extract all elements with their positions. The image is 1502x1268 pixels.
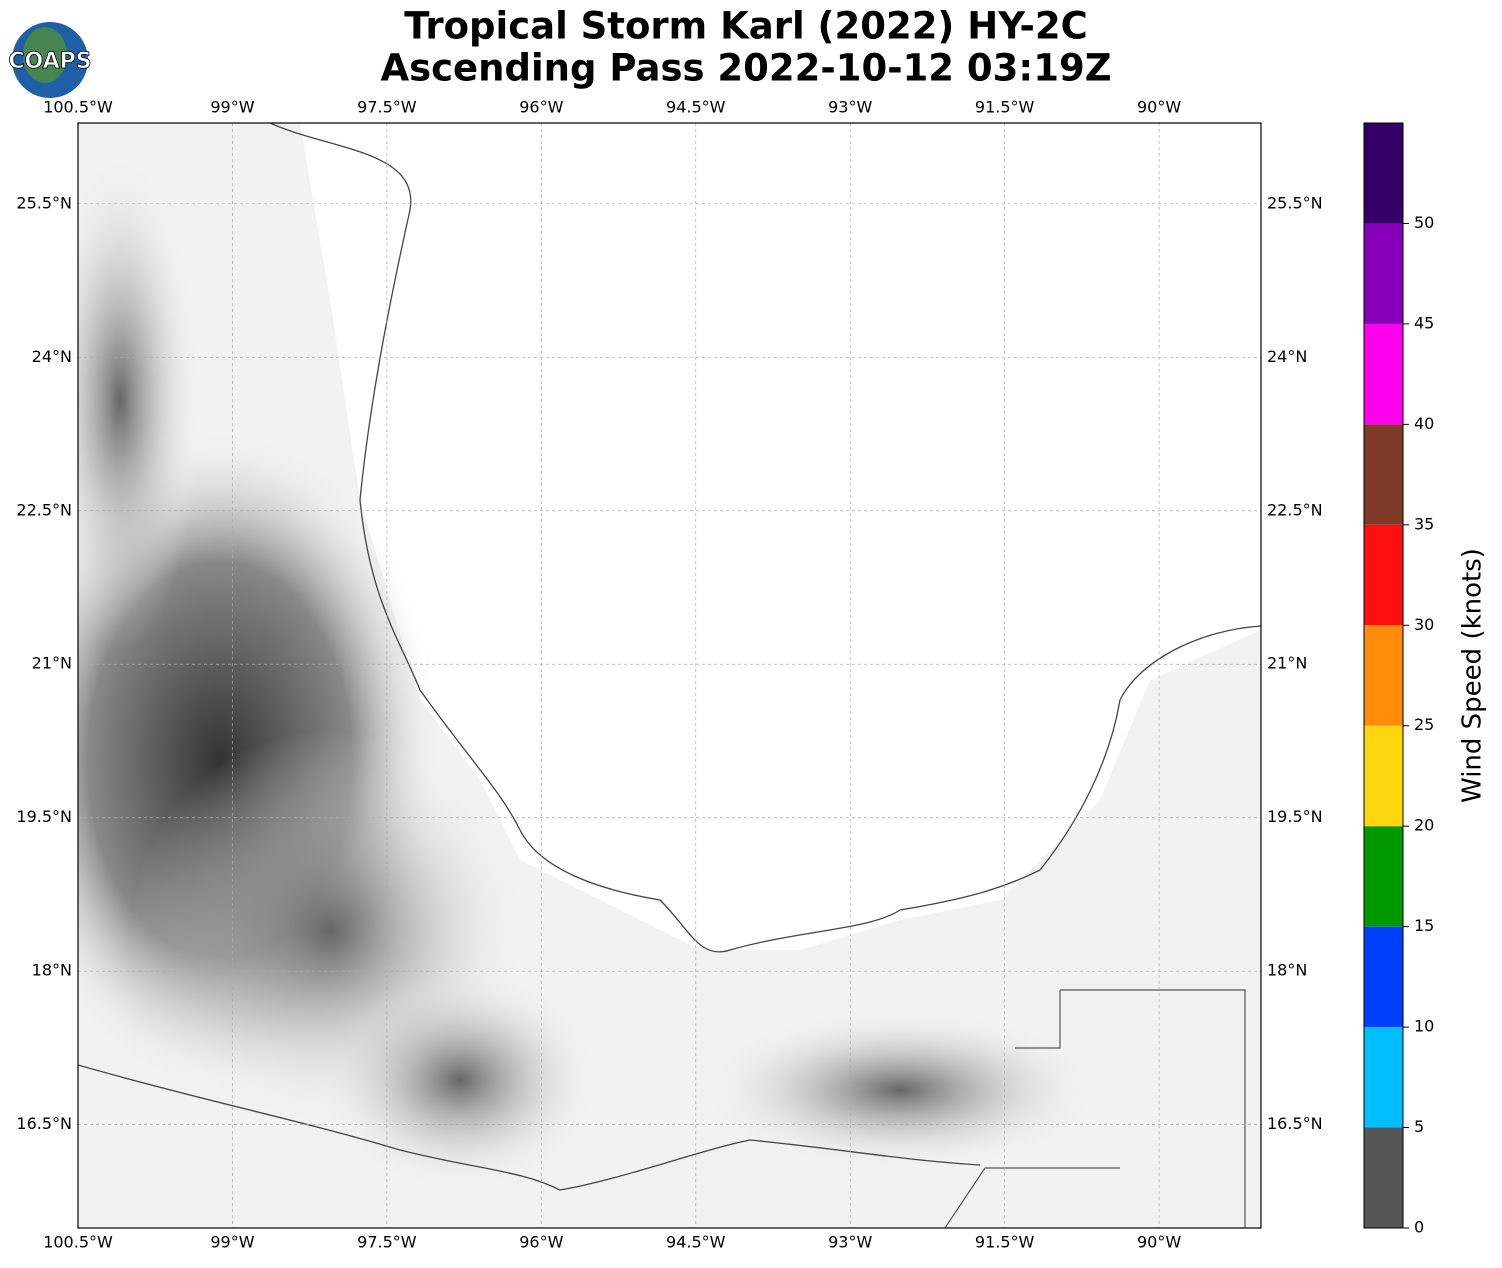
colorbar-segment	[1364, 323, 1403, 425]
colorbar-tick-label: 35	[1414, 514, 1434, 533]
lon-label: 96°W	[519, 1233, 563, 1252]
lat-label: 18°N	[1267, 961, 1307, 980]
colorbar-segment	[1364, 223, 1403, 324]
lat-label: 18°N	[32, 961, 72, 980]
lon-label: 94.5°W	[666, 98, 726, 117]
lat-label: 24°N	[1267, 347, 1307, 366]
lat-label: 21°N	[1267, 654, 1307, 673]
lon-label: 99°W	[210, 1233, 254, 1252]
lon-label: 93°W	[828, 98, 872, 117]
lon-label: 97.5°W	[357, 98, 417, 117]
colorbar-segment	[1364, 1127, 1403, 1228]
lon-label: 91.5°W	[975, 1233, 1035, 1252]
colorbar-tick-label: 40	[1414, 414, 1434, 433]
lon-label: 96°W	[519, 98, 563, 117]
lat-label: 22.5°N	[1267, 500, 1323, 519]
colorbar-tick-label: 45	[1414, 313, 1434, 332]
lon-label: 100.5°W	[43, 1233, 113, 1252]
colorbar-tick-label: 30	[1414, 615, 1434, 634]
colorbar-segment	[1364, 926, 1403, 1028]
logo-text: COAPS	[8, 49, 91, 74]
lon-label: 97.5°W	[357, 1233, 417, 1252]
lat-label: 16.5°N	[1267, 1114, 1323, 1133]
map-background	[78, 123, 1261, 1228]
lat-label: 19.5°N	[16, 807, 72, 826]
logo: COAPS	[8, 22, 92, 98]
colorbar-segment	[1364, 1027, 1403, 1128]
lon-label: 91.5°W	[975, 98, 1035, 117]
lon-label: 99°W	[210, 98, 254, 117]
colorbar-segment	[1364, 826, 1403, 927]
lat-label: 25.5°N	[1267, 193, 1323, 212]
colorbar-frame	[1363, 122, 1404, 1229]
colorbar-segment	[1364, 725, 1403, 827]
colorbar-tick-label: 0	[1414, 1218, 1424, 1237]
colorbar-tick-label: 15	[1414, 916, 1434, 935]
colorbar-tick-label: 10	[1414, 1017, 1434, 1036]
lon-label: 100.5°W	[43, 98, 113, 117]
lon-label: 90°W	[1137, 98, 1181, 117]
map-frame	[77, 122, 1262, 1229]
colorbar-tick-label: 50	[1414, 213, 1434, 232]
colorbar-segment	[1364, 123, 1403, 224]
colorbar-segment	[1364, 524, 1403, 626]
lon-label: 93°W	[828, 1233, 872, 1252]
title-line: Ascending Pass 2022-10-12 03:19Z	[380, 47, 1111, 90]
lon-label: 94.5°W	[666, 1233, 726, 1252]
title-line: Tropical Storm Karl (2022) HY-2C	[404, 5, 1088, 48]
lat-label: 16.5°N	[16, 1114, 72, 1133]
colorbar-segment	[1364, 625, 1403, 726]
colorbar-label: Wind Speed (knots)	[1458, 548, 1488, 803]
lat-label: 25.5°N	[16, 193, 72, 212]
colorbar-tick-label: 20	[1414, 816, 1434, 835]
colorbar-tick-label: 5	[1414, 1117, 1424, 1136]
lat-label: 19.5°N	[1267, 807, 1323, 826]
colorbar-segment	[1364, 424, 1403, 525]
lat-label: 24°N	[32, 347, 72, 366]
lat-label: 22.5°N	[16, 500, 72, 519]
lat-label: 21°N	[32, 654, 72, 673]
colorbar-tick-label: 25	[1414, 715, 1434, 734]
colorbar: 0 5 10 15 20 25 30 35 40 45 50 Wind Speed (knots)	[1363, 122, 1488, 1237]
lon-label: 90°W	[1137, 1233, 1181, 1252]
